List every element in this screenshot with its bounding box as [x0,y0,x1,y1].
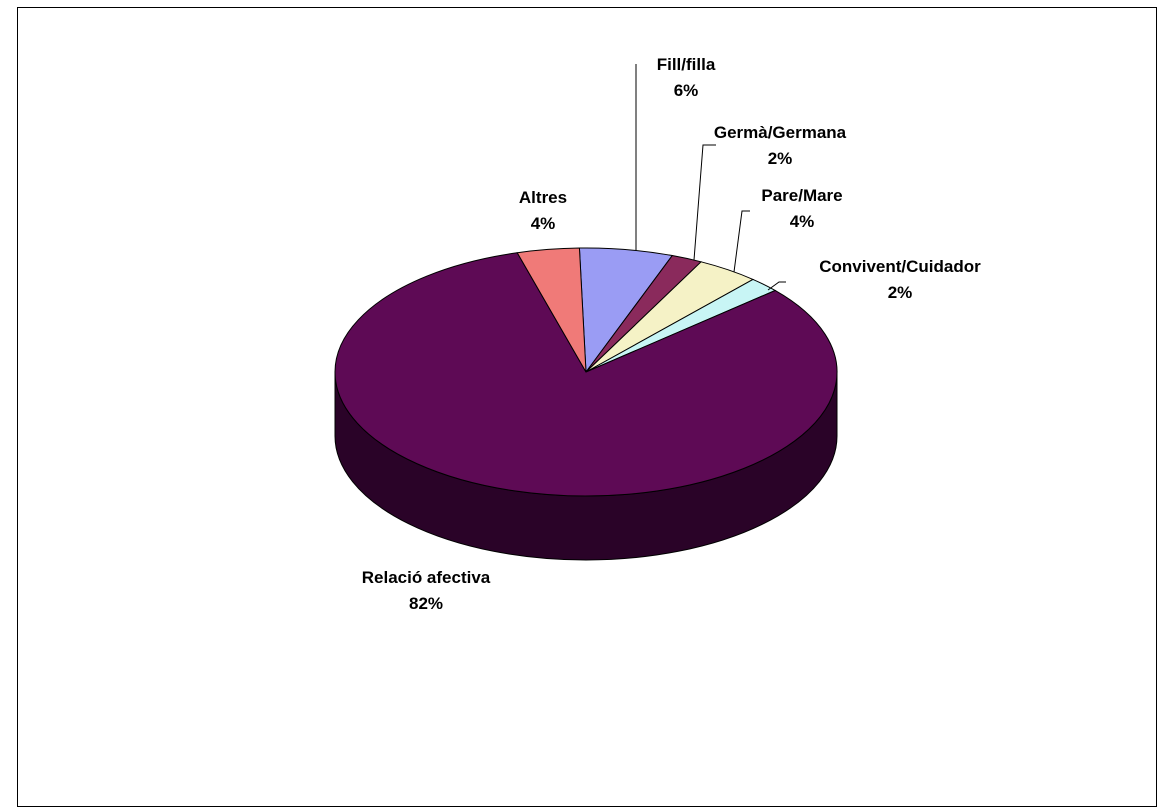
leader-line-3 [767,281,786,291]
slice-label-1: Germà/Germana [714,123,847,142]
pie-leader-lines [635,64,786,291]
slice-percent-0: 6% [674,81,699,100]
slice-percent-5: 4% [531,214,556,233]
pie-slice-4 [334,252,838,497]
slice-label-4: Relació afectiva [362,568,491,587]
slice-percent-4: 82% [409,594,443,613]
leader-line-2 [733,210,750,273]
slice-label-0: Fill/filla [657,55,716,74]
slice-percent-2: 4% [790,212,815,231]
slice-label-5: Altres [519,188,567,207]
pie-slice-5 [516,247,587,373]
slice-percent-3: 2% [888,283,913,302]
leader-line-1 [693,144,716,261]
slice-label-2: Pare/Mare [761,186,842,205]
pie-tops [334,247,838,497]
slice-percent-1: 2% [768,149,793,168]
slice-label-3: Convivent/Cuidador [819,257,981,276]
pie-labels: Fill/filla 6% Germà/Germana 2% Pare/Mare 4% Co… [362,55,981,613]
